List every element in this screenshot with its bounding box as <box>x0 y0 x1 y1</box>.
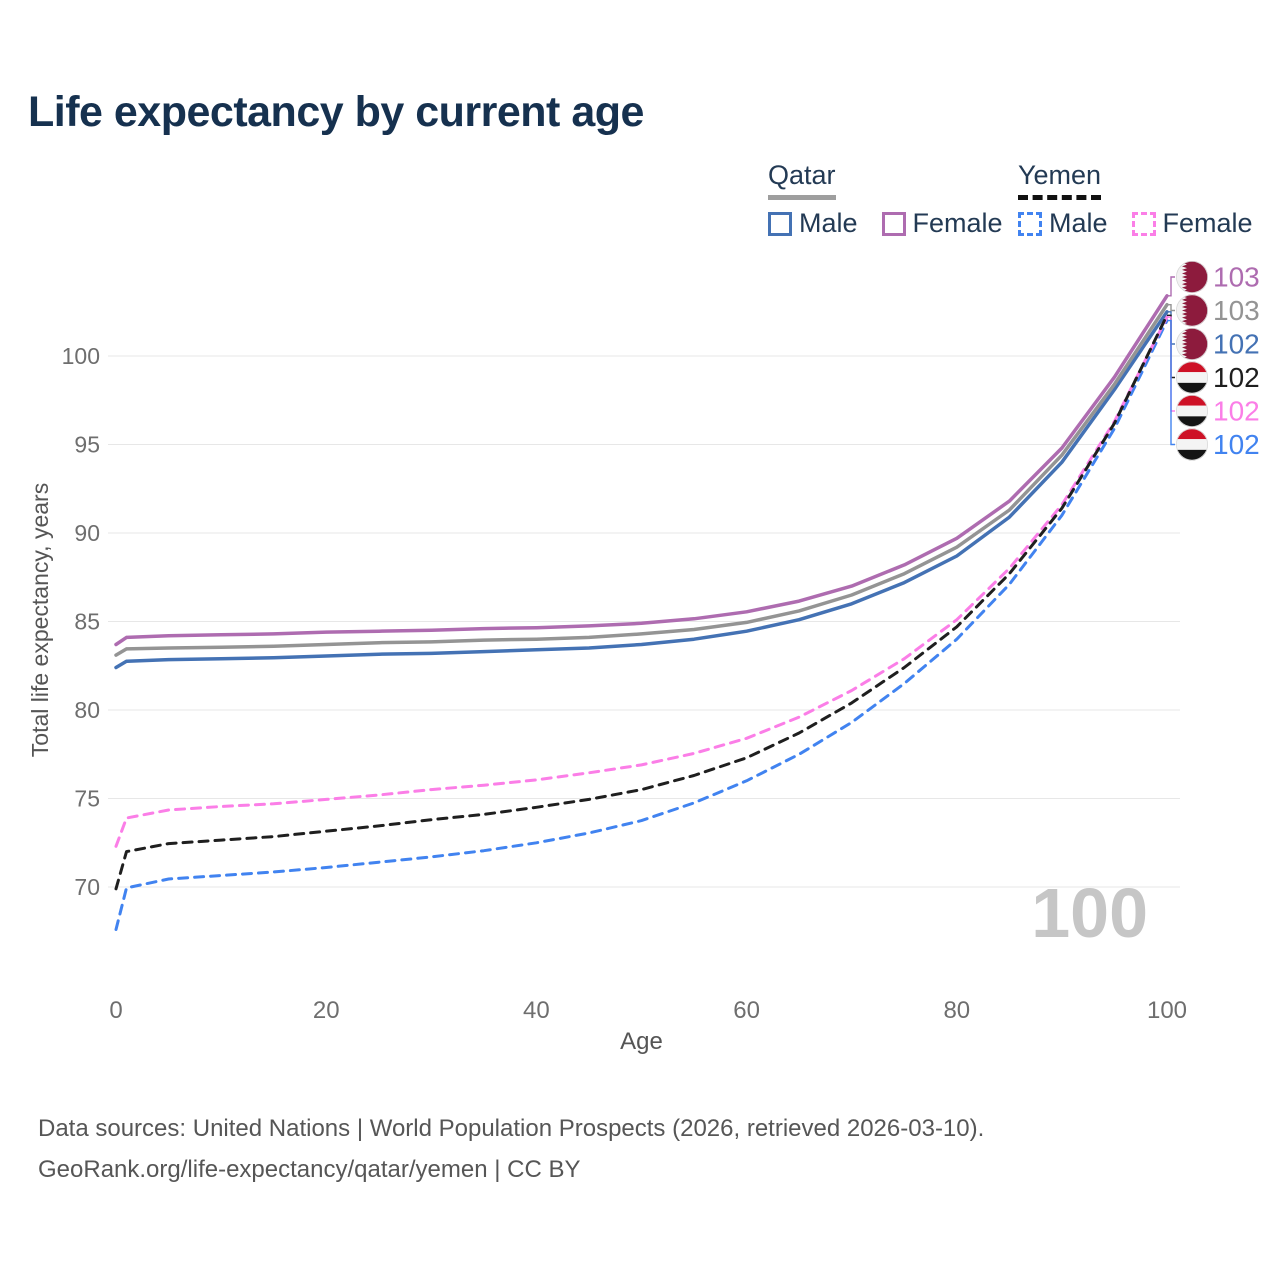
legend-label-yemen-male[interactable]: Male <box>1049 208 1108 238</box>
legend-item-qatar-male[interactable]: Male <box>768 208 858 239</box>
page-title: Life expectancy by current age <box>28 88 644 136</box>
yemen-flag-icon <box>1176 429 1208 461</box>
x-tick-40: 40 <box>523 997 550 1024</box>
y-tick-80: 80 <box>74 697 100 723</box>
y-tick-100: 100 <box>62 343 100 369</box>
attribution-line: GeoRank.org/life-expectancy/qatar/yemen … <box>38 1156 581 1183</box>
legend-label-yemen-female[interactable]: Female <box>1162 208 1253 238</box>
legend-label-qatar-female[interactable]: Female <box>912 208 1003 238</box>
x-tick-100: 100 <box>1147 997 1187 1024</box>
qatar-flag-icon <box>1176 328 1208 360</box>
x-tick-0: 0 <box>109 997 122 1024</box>
yemen-flag-icon <box>1176 395 1208 427</box>
end-leader-qatar <box>1167 304 1175 312</box>
line-qatar-female <box>114 294 1169 647</box>
y-tick-95: 95 <box>74 432 100 458</box>
end-value-yemen-female: 102 <box>1213 396 1260 427</box>
line-yemen-male <box>114 319 1169 931</box>
legend-items-yemen: Male Female <box>1018 208 1253 239</box>
line-yemen-female <box>114 315 1169 848</box>
end-value-qatar-male: 102 <box>1213 329 1260 360</box>
legend-item-yemen-female[interactable]: Female <box>1131 208 1253 239</box>
legend-country-yemen: Yemen <box>1018 160 1102 200</box>
legend: Qatar Male Female Yemen Male <box>0 160 1280 240</box>
end-leader-qatar-female <box>1167 276 1175 297</box>
y-tick-70: 70 <box>74 874 100 900</box>
legend-group-qatar: Qatar Male Female <box>768 160 1003 239</box>
x-tick-60: 60 <box>733 997 760 1024</box>
line-qatar <box>114 302 1169 657</box>
end-value-qatar: 103 <box>1213 295 1260 326</box>
y-tick-75: 75 <box>74 786 100 812</box>
end-value-yemen-male: 102 <box>1213 429 1260 460</box>
y-tick-90: 90 <box>74 520 100 546</box>
legend-country-qatar: Qatar <box>768 160 836 200</box>
qatar-flag-icon <box>1176 261 1208 293</box>
data-sources-line: Data sources: United Nations | World Pop… <box>38 1115 985 1142</box>
legend-item-yemen-male[interactable]: Male <box>1018 208 1108 239</box>
legend-group-yemen: Yemen Male Female <box>1018 160 1253 239</box>
age-watermark: 100 <box>1031 874 1148 952</box>
x-tick-80: 80 <box>943 997 970 1024</box>
legend-label-qatar-male[interactable]: Male <box>799 208 858 238</box>
legend-item-qatar-female[interactable]: Female <box>881 208 1003 239</box>
line-yemen <box>114 313 1169 891</box>
yemen-male-checkbox-icon[interactable] <box>1018 211 1042 236</box>
qatar-flag-icon <box>1176 295 1208 327</box>
y-axis-title: Total life expectancy, years <box>27 483 53 757</box>
line-qatar-male <box>114 310 1169 670</box>
end-leader-yemen-male <box>1167 319 1175 446</box>
footer: Data sources: United Nations | World Pop… <box>38 1108 984 1190</box>
qatar-female-checkbox-icon[interactable] <box>881 211 906 236</box>
yemen-female-checkbox-icon[interactable] <box>1131 211 1156 236</box>
x-tick-20: 20 <box>313 997 340 1024</box>
y-tick-85: 85 <box>74 609 100 635</box>
x-axis-title: Age <box>620 1028 663 1055</box>
qatar-male-checkbox-icon[interactable] <box>768 211 792 236</box>
legend-items-qatar: Male Female <box>768 208 1003 239</box>
yemen-flag-icon <box>1176 362 1208 394</box>
end-value-qatar-female: 103 <box>1213 262 1260 293</box>
end-value-yemen: 102 <box>1213 362 1260 393</box>
